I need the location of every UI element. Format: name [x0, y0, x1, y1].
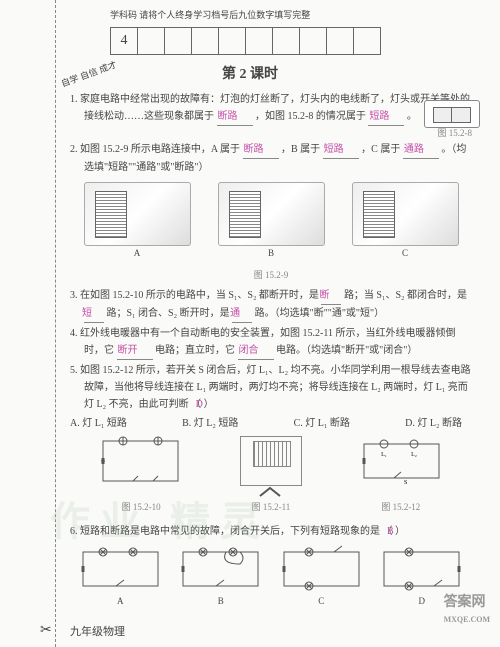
question-5: 5. 如图 15.2-12 所示，若开关 S 闭合后，灯 L₁、L₂ 均不亮。小…	[70, 362, 472, 413]
circuit-image-a	[84, 182, 191, 246]
answer-6: B	[387, 526, 394, 537]
answer-5: D	[196, 399, 203, 410]
id-box	[245, 27, 273, 55]
watermark-big: 作业 精灵	[50, 489, 270, 547]
fig-label-8: 图 15.2-8	[70, 126, 472, 141]
svg-text:L₂: L₂	[411, 452, 417, 458]
blank-2c: 通路	[403, 141, 439, 159]
blank-4a: 断开	[117, 342, 153, 360]
blank-3c: 通	[232, 305, 252, 323]
blank-1b: 短路	[368, 108, 404, 126]
schematic-6d	[379, 544, 464, 594]
id-box	[191, 27, 219, 55]
fig-label-9: 图 15.2-9	[70, 268, 472, 283]
id-box	[164, 27, 192, 55]
question-3: 3. 在如图 15.2-10 所示的电路中，当 S₁、S₂ 都断开时，是 断 路…	[70, 287, 472, 323]
schematic-6b	[178, 544, 263, 594]
schematic-row-6: A B C D	[70, 544, 472, 609]
schematic-10	[98, 436, 183, 486]
blank-3b: 短	[84, 305, 104, 323]
id-box	[326, 27, 354, 55]
fig-label-12: 图 15.2-12	[358, 500, 443, 515]
question-4: 4. 红外线电暖器中有一个自动断电的安全装置，如图 15.2-11 所示，当红外…	[70, 325, 472, 360]
id-box	[353, 27, 381, 55]
corner-figure	[424, 100, 480, 128]
id-box	[272, 27, 300, 55]
circuit-image-b	[218, 182, 325, 246]
schematic-12: L₁ L₂ S	[359, 436, 444, 486]
blank-2a: 断路	[243, 141, 279, 159]
options-5: A. 灯 L₁ 短路 B. 灯 L₂ 短路 C. 灯 L₁ 断路 D. 灯 L₂…	[70, 415, 472, 432]
blank-4b: 闭合	[238, 342, 274, 360]
circuit-image-c	[352, 182, 459, 246]
scissors-icon: ✂	[40, 622, 52, 639]
question-1: 1. 家庭电路中经常出现的故障有：灯泡的灯丝断了，灯头内的电线断了，灯头或开关等…	[70, 91, 472, 126]
blank-1a: 断路	[217, 108, 253, 126]
watermark: 答案网 MXQE.COM	[444, 591, 490, 627]
id-box	[299, 27, 327, 55]
footer-subject: 九年级物理	[70, 623, 125, 639]
id-box-row: 4	[110, 27, 500, 55]
svg-text:L₁: L₁	[381, 452, 387, 458]
blank-2b: 短路	[323, 141, 359, 159]
svg-text:S: S	[404, 480, 407, 486]
schematic-6c	[279, 544, 364, 594]
question-2: 2. 如图 15.2-9 所示电路连接中，A 属于 断路 ，B 属于 短路 ，C…	[70, 141, 472, 176]
id-box	[137, 27, 165, 55]
schematic-6a	[78, 544, 163, 594]
id-box	[218, 27, 246, 55]
header-label: 学科码 请将个人终身学习档号后九位数字填写完整	[0, 0, 500, 23]
figure-row-abc: A B C	[70, 182, 472, 261]
blank-3a: 断	[321, 287, 341, 305]
id-box-0: 4	[110, 27, 138, 55]
